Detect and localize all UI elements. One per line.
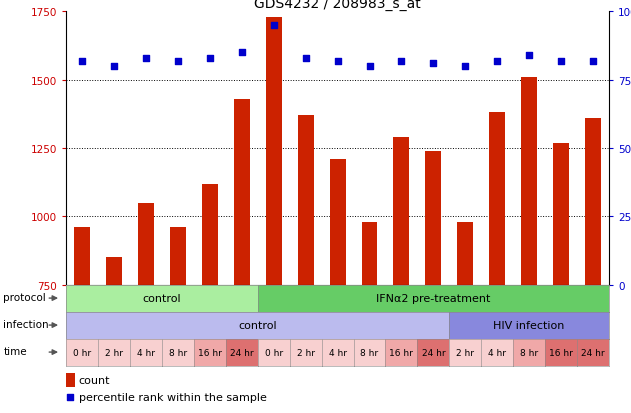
Point (396, 58, 406, 65)
Point (269, 23, 279, 29)
Point (205, 55, 215, 62)
Title: GDS4232 / 208983_s_at: GDS4232 / 208983_s_at (254, 0, 421, 12)
Text: 2 hr: 2 hr (456, 348, 475, 357)
Text: 16 hr: 16 hr (389, 348, 413, 357)
Point (173, 58, 183, 65)
Bar (106, 258, 122, 285)
Point (333, 58, 343, 65)
Text: control: control (143, 293, 181, 303)
Bar (362, 222, 377, 285)
Point (460, 64, 470, 70)
Bar (457, 222, 473, 285)
Text: control: control (239, 320, 277, 330)
Bar (425, 152, 441, 285)
Text: protocol: protocol (3, 292, 46, 302)
Point (365, 64, 375, 70)
Text: 8 hr: 8 hr (520, 348, 538, 357)
Point (588, 58, 598, 65)
Text: 16 hr: 16 hr (198, 348, 222, 357)
Text: 24 hr: 24 hr (581, 348, 604, 357)
Bar (170, 228, 186, 285)
Text: 24 hr: 24 hr (422, 348, 445, 357)
Text: count: count (79, 375, 110, 385)
Text: 24 hr: 24 hr (230, 348, 254, 357)
Text: 8 hr: 8 hr (360, 348, 379, 357)
Point (524, 53, 534, 59)
Text: 0 hr: 0 hr (264, 348, 283, 357)
Bar (553, 143, 569, 285)
Bar (585, 119, 601, 285)
Text: 16 hr: 16 hr (549, 348, 573, 357)
Text: percentile rank within the sample: percentile rank within the sample (79, 392, 267, 402)
Text: time: time (3, 346, 27, 356)
Bar (329, 159, 346, 285)
Bar (394, 138, 410, 285)
Bar (74, 228, 90, 285)
Bar (202, 184, 218, 285)
Bar (66, 373, 74, 387)
Text: 2 hr: 2 hr (297, 348, 315, 357)
Text: IFNα2 pre-treatment: IFNα2 pre-treatment (376, 293, 490, 303)
Text: 4 hr: 4 hr (488, 348, 506, 357)
Point (77, 58, 87, 65)
Bar (489, 113, 505, 285)
Point (428, 61, 439, 67)
Text: 8 hr: 8 hr (169, 348, 187, 357)
Point (109, 64, 119, 70)
Text: 2 hr: 2 hr (105, 348, 123, 357)
Text: 4 hr: 4 hr (137, 348, 155, 357)
Point (556, 58, 566, 65)
Text: 0 hr: 0 hr (73, 348, 91, 357)
Point (66, 394, 76, 400)
Bar (266, 18, 281, 285)
Bar (298, 116, 314, 285)
Point (492, 58, 502, 65)
Text: infection: infection (3, 319, 49, 329)
Bar (138, 203, 154, 285)
Point (300, 55, 310, 62)
Text: 4 hr: 4 hr (329, 348, 346, 357)
Bar (521, 78, 537, 285)
Point (141, 55, 151, 62)
Point (237, 50, 247, 57)
Text: HIV infection: HIV infection (493, 320, 565, 330)
Bar (234, 100, 250, 285)
